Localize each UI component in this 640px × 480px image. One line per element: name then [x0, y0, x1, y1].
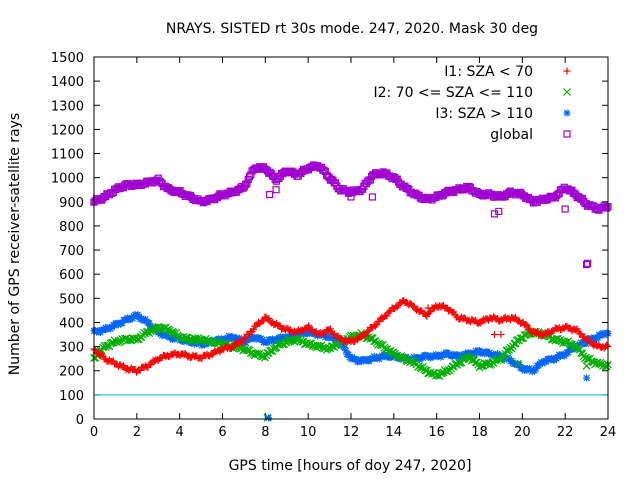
- data-point: [208, 351, 216, 359]
- outlier-point: [514, 359, 522, 368]
- outlier-point: [347, 193, 355, 201]
- data-point: [364, 327, 372, 335]
- outlier-point: [266, 190, 274, 199]
- outliers: [424, 304, 505, 339]
- data-point: [523, 322, 531, 330]
- data-point: [526, 325, 534, 333]
- data-point: [326, 325, 334, 333]
- data-point: [249, 326, 257, 334]
- outlier-point: [424, 304, 432, 312]
- data-point: [165, 326, 174, 335]
- y-tick-label: 300: [59, 341, 84, 356]
- y-tick-label: 800: [59, 220, 84, 235]
- x-tick-label: 4: [176, 425, 184, 440]
- data-point: [102, 341, 111, 350]
- data-point: [489, 358, 498, 367]
- x-tick-label: 24: [600, 425, 617, 440]
- data-point: [603, 204, 611, 212]
- x-axis-label: GPS time [hours of doy 247, 2020]: [229, 458, 472, 474]
- y-tick-label: 100: [59, 389, 84, 404]
- data-point: [603, 341, 611, 349]
- legend-label: global: [490, 127, 533, 143]
- series-0: [90, 296, 612, 376]
- data-point: [464, 353, 472, 362]
- outlier-point: [561, 205, 569, 213]
- data-point: [583, 355, 592, 363]
- legend-label: I2: 70 <= SZA <= 110: [373, 85, 533, 101]
- x-tick-label: 6: [218, 425, 226, 440]
- legend-marker: [563, 67, 571, 75]
- data-point: [371, 322, 379, 330]
- y-tick-label: 700: [59, 244, 84, 259]
- chart-title: NRAYS. SISTED rt 30s mode. 247, 2020. Ma…: [166, 21, 538, 37]
- data-point: [507, 344, 516, 353]
- y-tick-label: 1000: [51, 172, 84, 187]
- outliers: [266, 186, 592, 269]
- y-tick-label: 200: [59, 365, 84, 380]
- y-tick-label: 600: [59, 268, 84, 283]
- legend-marker: [563, 130, 571, 138]
- outlier-point: [490, 331, 498, 339]
- outlier-point: [582, 361, 591, 370]
- data-point: [361, 332, 369, 340]
- outlier-point: [368, 193, 377, 201]
- y-axis-label: Number of GPS receiver-satellite rays: [7, 113, 23, 375]
- outlier-point: [583, 374, 591, 382]
- data-point: [410, 302, 418, 310]
- legend: I1: SZA < 70 I2: 70 <= SZA <= 110 I3: SZA …: [373, 64, 571, 143]
- y-tick-label: 900: [59, 196, 84, 211]
- outlier-point: [497, 331, 505, 339]
- y-tick-label: 1400: [51, 75, 84, 90]
- data-point: [502, 346, 511, 355]
- outlier-point: [582, 260, 591, 269]
- x-tick-label: 14: [386, 425, 403, 440]
- x-tick-label: 0: [90, 425, 98, 440]
- data-point: [275, 322, 283, 330]
- y-tick-label: 1200: [51, 123, 84, 138]
- legend-label: I3: SZA > 110: [435, 106, 533, 122]
- y-tick-label: 1100: [51, 148, 84, 163]
- outlier-point: [584, 259, 592, 267]
- outliers: [265, 374, 591, 422]
- x-tick-label: 10: [300, 425, 317, 440]
- axis-ticks: 0 2 4 6 8 10 12 14 16 18 20 22 240100200300400500600…: [51, 51, 616, 440]
- data-point: [476, 361, 485, 370]
- legend-marker: [563, 109, 571, 117]
- x-tick-label: 16: [428, 425, 445, 440]
- plot-frame: [93, 56, 609, 420]
- y-tick-label: 1500: [51, 51, 84, 66]
- data-point: [240, 334, 248, 342]
- x-tick-label: 18: [471, 425, 488, 440]
- y-tick-label: 0: [76, 413, 84, 428]
- y-tick-label: 1300: [51, 99, 84, 114]
- data-point: [383, 312, 391, 320]
- x-tick-label: 20: [514, 425, 531, 440]
- data-point: [583, 335, 591, 343]
- data-point: [243, 180, 251, 188]
- y-tick-label: 500: [59, 292, 84, 307]
- y-tick-label: 400: [59, 316, 84, 331]
- outlier-point: [272, 186, 280, 194]
- series-3: [90, 161, 612, 214]
- outliers: [263, 359, 591, 422]
- data-point: [522, 320, 530, 328]
- data-point: [425, 308, 433, 316]
- x-tick-label: 12: [343, 425, 360, 440]
- data-marks: [90, 161, 612, 422]
- outlier-point: [265, 414, 273, 422]
- x-tick-label: 8: [261, 425, 269, 440]
- x-tick-label: 22: [557, 425, 574, 440]
- legend-marker: [563, 88, 571, 96]
- outlier-point: [495, 207, 503, 216]
- legend-label: I1: SZA < 70: [444, 64, 533, 80]
- x-tick-label: 2: [133, 425, 141, 440]
